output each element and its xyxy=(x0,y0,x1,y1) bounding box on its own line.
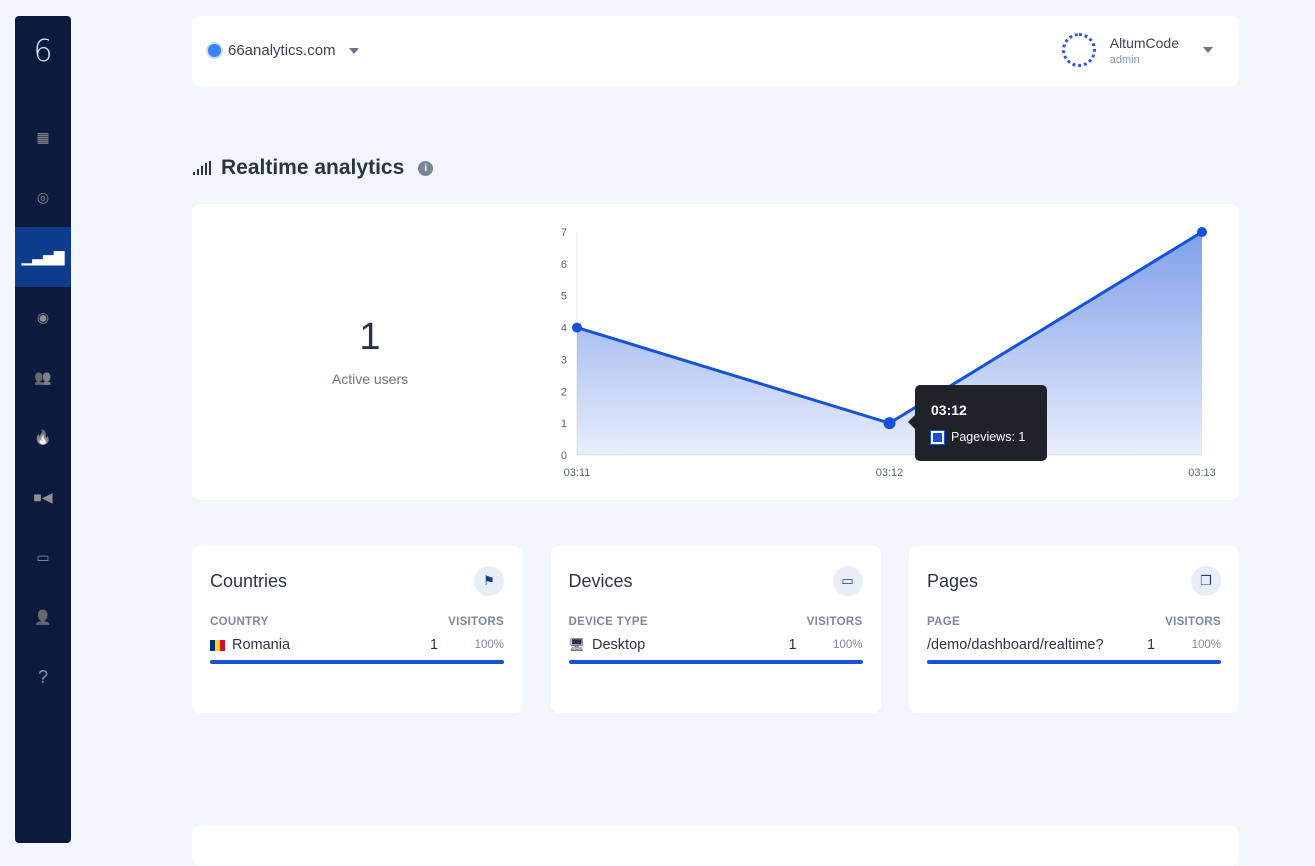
series-swatch xyxy=(930,429,945,445)
avatar xyxy=(1061,33,1096,67)
row-percent: 100% xyxy=(474,639,504,651)
tooltip-label: Pageviews: 1 xyxy=(951,430,1026,444)
sidebar-item-credit-card[interactable]: ▭ xyxy=(15,527,71,587)
page-title: Realtime analytics xyxy=(221,156,405,179)
y-tick-label: 7 xyxy=(561,227,567,239)
website-selector[interactable]: 66analytics.com xyxy=(208,42,359,59)
row-percent: 100% xyxy=(833,639,863,651)
y-tick-label: 5 xyxy=(561,291,567,303)
help-icon: ? xyxy=(37,666,48,687)
active-users-label: Active users xyxy=(331,371,409,387)
y-tick-label: 4 xyxy=(561,323,567,335)
user-name: AltumCode xyxy=(1109,34,1179,51)
target-icon: ◎ xyxy=(36,188,50,205)
fire-icon: 🔥 xyxy=(34,428,52,445)
sidebar-item-users[interactable]: 👥 xyxy=(15,347,71,407)
x-tick-label: 03:11 xyxy=(564,467,591,479)
column-header: COUNTRY xyxy=(210,616,269,628)
card-title: Pages xyxy=(927,570,979,591)
data-point xyxy=(883,417,896,430)
card-countries: Countries ⚑ COUNTRY VISITORS Romania 1 100% xyxy=(192,546,522,713)
column-header: VISITORS xyxy=(448,616,504,628)
credit-card-icon: ▭ xyxy=(36,548,50,565)
video-icon: ■◀ xyxy=(33,488,53,505)
chevron-down-icon xyxy=(1203,47,1213,53)
column-header: PAGE xyxy=(927,616,960,628)
table-row[interactable]: /demo/dashboard/realtime? 1 100% xyxy=(927,637,1221,653)
x-tick-label: 03:13 xyxy=(1188,467,1216,479)
chevron-down-icon xyxy=(348,47,359,54)
desktop-icon: 🖥 xyxy=(568,637,586,652)
user-role: admin xyxy=(1109,53,1140,66)
signal-icon xyxy=(193,161,211,175)
progress-bar xyxy=(568,660,863,664)
sidebar-item-target[interactable]: ◎ xyxy=(15,167,71,227)
website-name: 66analytics.com xyxy=(228,42,336,59)
sidebar-item-grid[interactable]: ▦ xyxy=(15,107,71,167)
y-tick-label: 1 xyxy=(561,418,567,430)
table-row[interactable]: 🖥 Desktop 1 100% xyxy=(569,637,863,653)
y-tick-label: 6 xyxy=(561,259,567,271)
y-tick-label: 0 xyxy=(561,450,567,462)
card-title: Countries xyxy=(210,570,288,591)
signal-icon: ▁▃▅▇ xyxy=(21,248,65,265)
card-pages: Pages ❐ PAGE VISITORS/demo/dashboard/realt… xyxy=(909,546,1239,713)
copy-icon: ❐ xyxy=(1191,566,1221,596)
grid-icon: ▦ xyxy=(36,128,50,145)
data-point xyxy=(572,322,582,333)
users-icon: 👥 xyxy=(34,368,52,385)
card-devices: Devices ▭ DEVICE TYPE VISITORS 🖥 Desktop 1 100… xyxy=(550,546,881,713)
flag-icon: ⚑ xyxy=(474,566,504,596)
card-title: Devices xyxy=(568,570,633,591)
logo[interactable]: 6 xyxy=(33,34,53,69)
info-icon[interactable]: i xyxy=(418,160,434,176)
row-value: 1 xyxy=(1147,637,1156,653)
chart-tooltip: 03:12 Pageviews: 1 xyxy=(908,385,1047,461)
laptop-icon: ▭ xyxy=(832,566,863,596)
sidebar-item-user-shield[interactable]: 👤 xyxy=(15,587,71,647)
sidebar-item-fire[interactable]: 🔥 xyxy=(15,407,71,467)
tooltip-title: 03:12 xyxy=(931,402,967,418)
y-tick-label: 2 xyxy=(561,386,567,398)
next-card xyxy=(192,826,1239,866)
sidebar-item-video[interactable]: ■◀ xyxy=(15,467,71,527)
row-label: /demo/dashboard/realtime? xyxy=(927,637,1104,653)
column-header: DEVICE TYPE xyxy=(568,616,648,628)
column-header: VISITORS xyxy=(806,616,863,628)
active-users-count: 1 xyxy=(359,316,381,358)
column-header: VISITORS xyxy=(1165,616,1221,628)
page-title-row: Realtime analytics i xyxy=(193,156,434,180)
user-shield-icon: 👤 xyxy=(34,608,52,625)
row-label: Desktop xyxy=(592,637,646,653)
row-percent: 100% xyxy=(1191,639,1221,651)
row-label: Romania xyxy=(232,637,291,653)
progress-bar xyxy=(210,660,504,664)
y-tick-label: 3 xyxy=(561,354,567,366)
sidebar-item-signal[interactable]: ▁▃▅▇ xyxy=(15,227,71,287)
sidebar-item-eye[interactable]: ◉ xyxy=(15,287,71,347)
website-icon xyxy=(208,44,221,57)
row-value: 1 xyxy=(788,637,797,653)
romania-flag-icon xyxy=(210,639,225,651)
eye-icon: ◉ xyxy=(36,308,50,325)
sidebar-item-help[interactable]: ? xyxy=(15,647,71,707)
data-point xyxy=(1197,227,1207,237)
progress-bar xyxy=(927,660,1221,664)
table-row[interactable]: Romania 1 100% xyxy=(210,637,504,653)
x-tick-label: 03:12 xyxy=(876,467,904,479)
row-value: 1 xyxy=(430,637,439,653)
realtime-card: 1 Active users 0 1 2 3 4 5 6 7 03:11 03:12 03:13 0… xyxy=(192,204,1239,500)
top-bar: 66analytics.com AltumCode admin xyxy=(192,16,1239,86)
pageviews-chart[interactable]: 0 1 2 3 4 5 6 7 03:11 03:12 03:13 xyxy=(540,220,1220,490)
sidebar: 6 ▦ ◎ ▁▃▅▇ ◉ 👥 🔥 ■◀ ▭ 👤? xyxy=(15,16,71,843)
user-menu[interactable]: AltumCode admin xyxy=(1061,33,1213,67)
